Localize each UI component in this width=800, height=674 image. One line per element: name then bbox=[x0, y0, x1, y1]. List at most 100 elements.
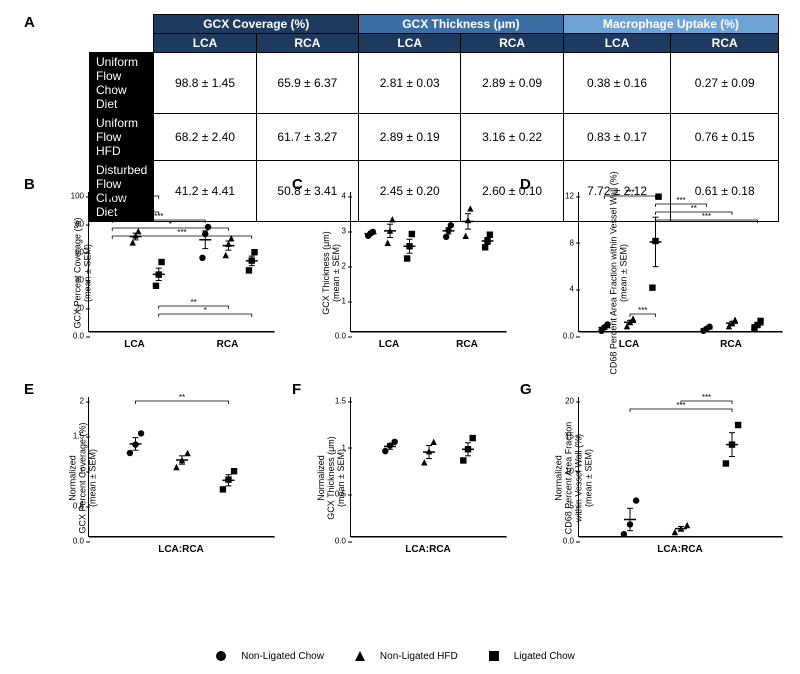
y-tick: 1 bbox=[70, 467, 84, 476]
data-point bbox=[467, 205, 473, 211]
significance-label: * bbox=[204, 306, 207, 315]
data-point bbox=[426, 448, 432, 454]
data-point bbox=[735, 422, 741, 428]
y-tick: 1.5 bbox=[70, 432, 84, 441]
data-point bbox=[465, 446, 471, 452]
table-cell: 98.8 ± 1.45 bbox=[154, 53, 256, 114]
chart-e: Normalized GCX Percent Coverage (%) (mea… bbox=[30, 387, 280, 569]
significance-label: *** bbox=[676, 196, 685, 205]
data-point bbox=[251, 249, 257, 255]
data-point bbox=[633, 497, 639, 503]
significance-label: *** bbox=[702, 212, 711, 221]
y-tick: 8 bbox=[560, 238, 574, 247]
significance-label: ** bbox=[191, 298, 197, 307]
table-header-row1: GCX Coverage (%) GCX Thickness (μm) Macr… bbox=[90, 15, 779, 34]
table-row: Uniform FlowChow Diet98.8 ± 1.4565.9 ± 6… bbox=[90, 53, 779, 114]
chart-g: Normalized CD68 Percent Area Fraction wi… bbox=[520, 387, 788, 569]
data-point bbox=[406, 243, 412, 249]
significance-label: ** bbox=[691, 204, 697, 213]
x-group-label: RCA bbox=[181, 339, 274, 350]
data-point bbox=[156, 271, 162, 277]
data-point bbox=[469, 435, 475, 441]
legend-item: Non-Ligated Chow bbox=[215, 651, 334, 662]
significance-label: ** bbox=[179, 393, 185, 402]
col-group-2: GCX Thickness (μm) bbox=[359, 15, 564, 34]
data-point bbox=[370, 229, 376, 235]
data-point bbox=[723, 460, 729, 466]
data-point bbox=[223, 252, 229, 258]
data-point bbox=[220, 486, 226, 492]
data-point bbox=[225, 241, 231, 247]
chart-f: Normalized GCX Thickness (μm) (mean ± SE… bbox=[292, 387, 512, 569]
y-tick: 12 bbox=[560, 192, 574, 201]
y-tick: 0.5 bbox=[70, 502, 84, 511]
significance-label: ** bbox=[144, 188, 150, 197]
y-tick: 0.0 bbox=[560, 537, 574, 546]
data-point bbox=[649, 284, 655, 290]
y-tick: 100 bbox=[70, 192, 84, 201]
y-tick: 4 bbox=[332, 192, 346, 201]
data-point bbox=[153, 283, 159, 289]
table-row: Uniform FlowHFD68.2 ± 2.4061.7 ± 3.272.8… bbox=[90, 114, 779, 161]
table-cell: 0.76 ± 0.15 bbox=[671, 114, 779, 161]
y-tick: 0.5 bbox=[332, 490, 346, 499]
x-group-label: RCA bbox=[428, 339, 506, 350]
data-point bbox=[706, 324, 712, 330]
legend-item: Non-Ligated HFD bbox=[354, 651, 468, 662]
y-tick: 15 bbox=[560, 432, 574, 441]
data-point bbox=[389, 216, 395, 222]
data-point bbox=[225, 476, 231, 482]
row-header: Uniform FlowChow Diet bbox=[90, 53, 154, 114]
y-tick: 80 bbox=[70, 220, 84, 229]
data-point bbox=[630, 315, 636, 321]
data-point bbox=[382, 448, 388, 454]
figure: A GCX Coverage (%) GCX Thickness (μm) Ma… bbox=[12, 12, 788, 662]
data-point bbox=[205, 224, 211, 230]
significance-label: *** bbox=[625, 188, 634, 197]
data-point bbox=[487, 232, 493, 238]
triangle-icon bbox=[354, 650, 366, 662]
table-cell: 2.81 ± 0.03 bbox=[359, 53, 461, 114]
y-tick: 4 bbox=[560, 285, 574, 294]
y-tick: 40 bbox=[70, 276, 84, 285]
data-point bbox=[184, 450, 190, 456]
legend-label: Non-Ligated Chow bbox=[241, 651, 324, 662]
significance-label: *** bbox=[638, 306, 647, 315]
x-group-label: RCA bbox=[680, 339, 782, 350]
data-point bbox=[158, 259, 164, 265]
data-point bbox=[430, 439, 436, 445]
significance-label: *** bbox=[131, 204, 140, 213]
table-cell: 65.9 ± 6.37 bbox=[256, 53, 358, 114]
data-point bbox=[135, 228, 141, 234]
chart-c: GCX Thickness (μm) (mean ± SEM)0.01234LC… bbox=[292, 182, 512, 364]
data-point bbox=[409, 231, 415, 237]
data-point bbox=[112, 189, 118, 195]
table-cell: 0.83 ± 0.17 bbox=[563, 114, 671, 161]
data-point bbox=[462, 233, 468, 239]
x-group-label: LCA:RCA bbox=[578, 544, 782, 555]
data-point bbox=[448, 222, 454, 228]
data-point bbox=[684, 522, 690, 528]
y-tick: 3 bbox=[332, 227, 346, 236]
panel-label-a: A bbox=[24, 14, 35, 31]
legend-label: Non-Ligated HFD bbox=[380, 651, 458, 662]
data-point bbox=[421, 459, 427, 465]
col-group-1: GCX Coverage (%) bbox=[154, 15, 359, 34]
x-group-label: LCA:RCA bbox=[350, 544, 506, 555]
data-point bbox=[404, 255, 410, 261]
table-cell: 61.7 ± 3.27 bbox=[256, 114, 358, 161]
y-tick: 0.0 bbox=[332, 332, 346, 341]
y-tick: 5 bbox=[560, 502, 574, 511]
data-point bbox=[231, 468, 237, 474]
y-tick: 1.5 bbox=[332, 397, 346, 406]
data-point bbox=[173, 464, 179, 470]
data-point bbox=[465, 217, 471, 223]
data-point bbox=[484, 238, 490, 244]
y-tick: 2 bbox=[70, 397, 84, 406]
data-point bbox=[384, 240, 390, 246]
y-tick: 0.0 bbox=[70, 332, 84, 341]
square-icon bbox=[488, 650, 500, 662]
data-point bbox=[132, 441, 138, 447]
significance-label: *** bbox=[702, 393, 711, 402]
data-point bbox=[482, 244, 488, 250]
